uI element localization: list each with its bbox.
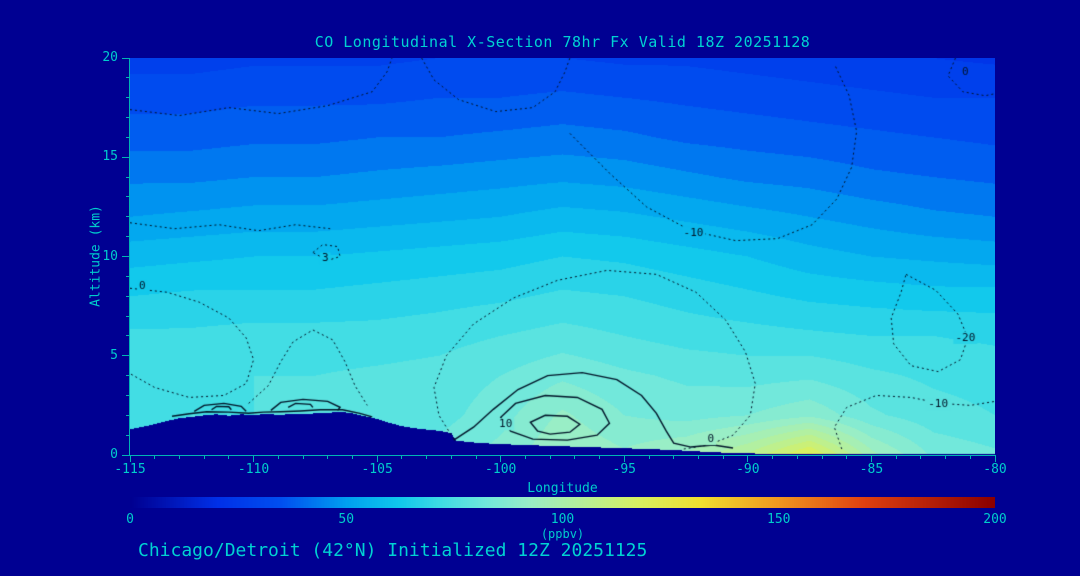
colorbar-tick-label: 0 (126, 512, 134, 527)
x-axis-tick (623, 455, 625, 462)
colorbar-tick-label: 200 (983, 512, 1007, 527)
x-axis-label: Longitude (527, 481, 598, 496)
x-axis-tick (747, 455, 749, 462)
chart-title: CO Longitudinal X-Section 78hr Fx Valid … (314, 33, 811, 51)
x-axis-tick (253, 455, 255, 462)
x-axis-tick-label: -95 (612, 462, 637, 477)
colorbar-gradient (130, 497, 995, 508)
x-axis-tick-label: -110 (237, 462, 270, 477)
x-axis-tick-label: -115 (114, 462, 146, 477)
x-axis-tick (994, 455, 996, 462)
y-axis-tick-label: 5 (110, 347, 118, 363)
y-axis-tick-label: 15 (102, 149, 118, 165)
contour-plot-canvas (130, 58, 995, 455)
x-axis-tick (870, 455, 872, 462)
y-axis-label: Altitude (km) (88, 205, 104, 307)
y-axis-tick-label: 0 (110, 447, 118, 462)
footer-caption: Chicago/Detroit (42°N) Initialized 12Z 2… (138, 540, 648, 561)
colorbar-tick-label: 150 (767, 512, 791, 527)
x-axis-tick-label: -100 (485, 462, 517, 477)
y-axis-tick-label: 20 (102, 50, 118, 65)
x-axis-tick-label: -90 (736, 462, 760, 477)
y-axis-line (129, 58, 130, 456)
colorbar-tick-label: 100 (550, 512, 575, 527)
x-axis-tick (129, 455, 131, 462)
x-axis-tick-label: -105 (361, 462, 393, 477)
x-axis-tick-label: -80 (983, 462, 1007, 477)
x-axis-tick (376, 455, 378, 462)
colorbar-tick-label: 50 (338, 512, 355, 527)
x-axis-tick-label: -85 (859, 462, 884, 477)
x-axis-line (129, 455, 996, 456)
colorbar-units-label: (ppbv) (540, 527, 585, 541)
x-axis-tick (500, 455, 502, 462)
